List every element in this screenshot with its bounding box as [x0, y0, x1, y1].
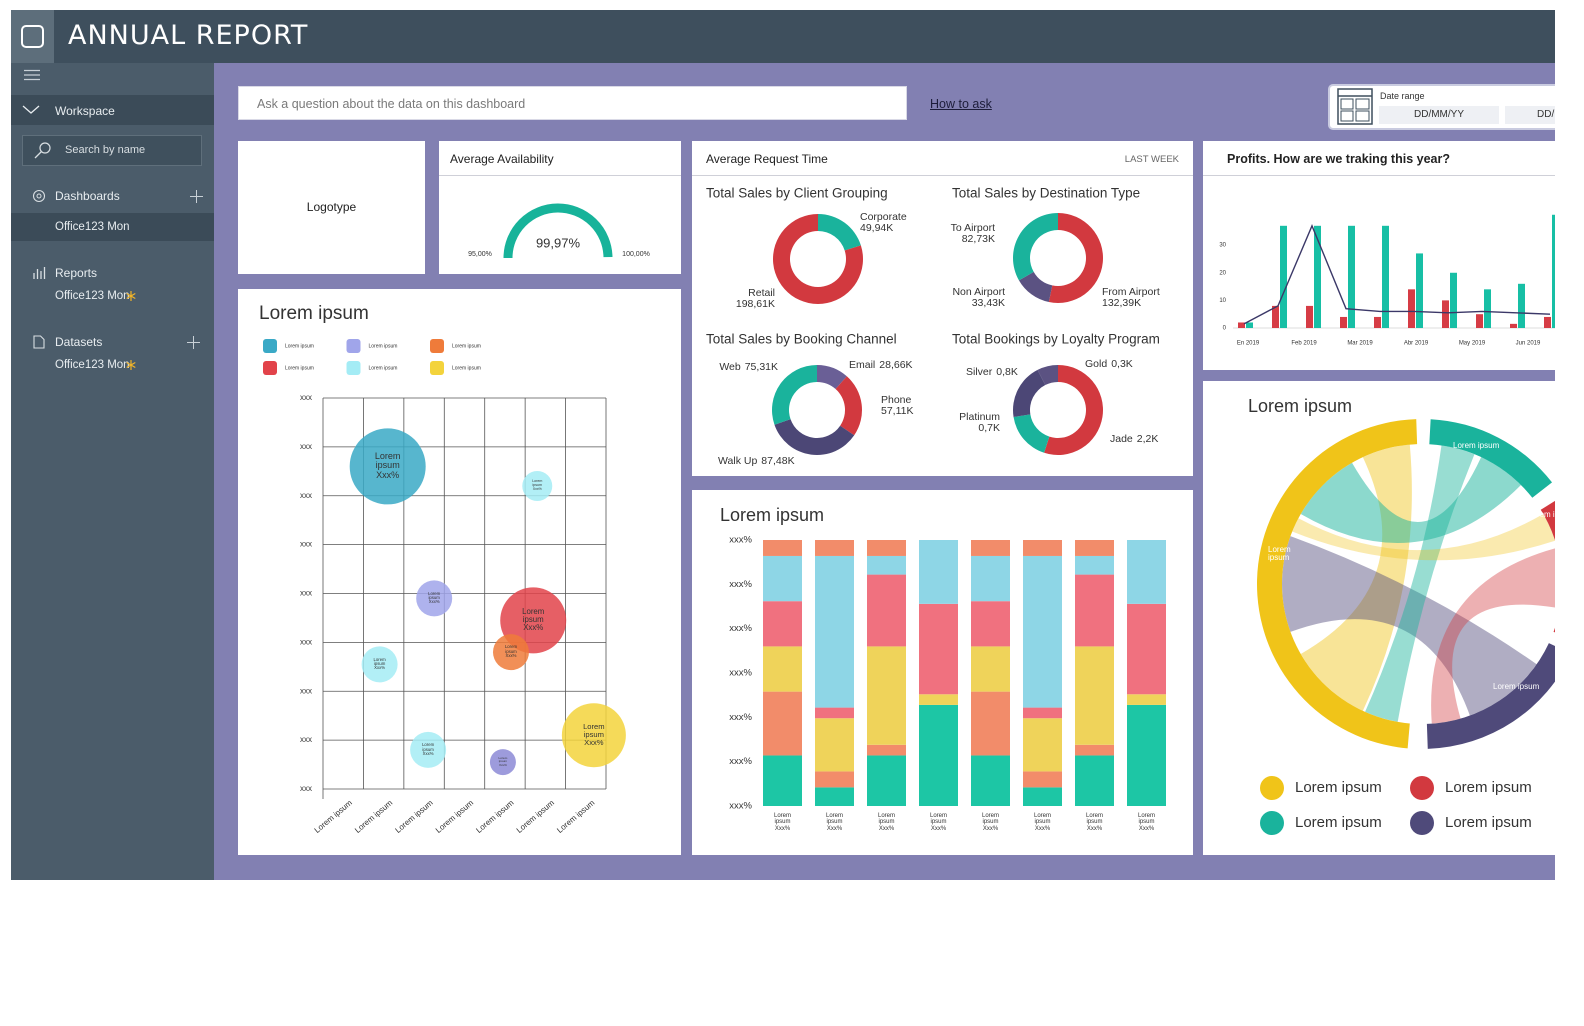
section-item[interactable]: Office123 Mon	[55, 221, 130, 233]
request-time-card	[692, 141, 1193, 476]
workspace-row[interactable]	[11, 95, 214, 125]
add-icon[interactable]	[190, 190, 203, 203]
app: ANNUAL REPORT Workspace Search by name D…	[11, 10, 1555, 880]
bubble-label: Lorem ipsum Xxx%	[583, 722, 605, 748]
card-title: Profits. How are we traking this year?	[1227, 152, 1450, 166]
app-icon[interactable]	[11, 10, 54, 63]
x-tick-label: Lorem ipsum Xxx%	[773, 813, 791, 832]
calendar-icon[interactable]	[1337, 88, 1373, 125]
stacked-card	[692, 490, 1193, 855]
bubble-label: Lorem ipsum Xxx%	[498, 756, 508, 767]
x-tick-label: Lorem ipsum Xxx%	[877, 813, 895, 832]
star-icon	[126, 360, 136, 370]
section-item[interactable]: Office123 Mon	[55, 290, 130, 302]
search-icon	[34, 142, 51, 159]
question-input[interactable]	[238, 86, 907, 120]
add-icon[interactable]	[187, 336, 200, 349]
chord-card	[1203, 381, 1555, 855]
menu-icon[interactable]	[24, 69, 40, 81]
bubble-label: Lorem ipsum Xxx%	[428, 590, 441, 605]
section-item[interactable]: Office123 Mon	[55, 359, 130, 371]
arc-label: Lorem ipsum	[1453, 441, 1500, 450]
search-box[interactable]	[22, 135, 202, 166]
x-tick-label: Lorem ipsum Xxx%	[929, 813, 947, 832]
x-tick-label: Lorem ipsum Xxx%	[981, 813, 999, 832]
bubble-label: Lorem ipsum Xxx%	[422, 742, 435, 756]
arc-label: Lorem ipsum	[1528, 510, 1555, 519]
date-range-label: Date range	[1380, 91, 1425, 101]
selected-row[interactable]	[11, 213, 214, 241]
logo-text: Logotype	[306, 200, 357, 214]
arc-label: Lorem ipsum	[1268, 545, 1291, 563]
workspace-label: Workspace	[55, 104, 115, 118]
bubble-label: Lorem ipsum Xxx%	[373, 656, 386, 671]
header-bar	[11, 10, 1555, 63]
card-period: LAST WEEK	[1124, 154, 1179, 165]
card-divider	[439, 175, 681, 176]
header-title: ANNUAL REPORT	[68, 20, 309, 51]
question-placeholder: Ask a question about the data on this da…	[257, 97, 526, 111]
bubble-label: Lorem ipsum Xxx%	[522, 606, 545, 633]
arc-label: Lorem ipsum	[1493, 682, 1540, 691]
date-from[interactable]: DD/MM/YY	[1379, 106, 1499, 124]
x-tick-label: Lorem ipsum Xxx%	[1137, 813, 1155, 832]
bubble-label: Lorem ipsum Xxx%	[374, 450, 401, 480]
section-label[interactable]: Datasets	[55, 335, 103, 349]
dashboards-icon	[32, 189, 46, 203]
logo-card	[238, 141, 425, 274]
date-to[interactable]: DD/MM/YY	[1505, 106, 1555, 124]
reports-icon	[33, 267, 46, 279]
x-tick-label: Lorem ipsum Xxx%	[1085, 813, 1103, 832]
card-title: Average Request Time	[706, 152, 828, 166]
x-tick-label: Lorem ipsum Xxx%	[825, 813, 843, 832]
x-tick-label: Lorem ipsum Xxx%	[1033, 813, 1051, 832]
bubble-card	[238, 289, 681, 855]
help-link[interactable]: How to ask	[930, 97, 992, 111]
bubble-label: Lorem ipsum Xxx%	[532, 479, 543, 491]
star-icon	[126, 291, 136, 301]
card-divider	[692, 175, 1193, 176]
datasets-icon	[33, 335, 45, 349]
bubble-label: Lorem ipsum Xxx%	[504, 644, 518, 659]
section-label[interactable]: Reports	[55, 266, 98, 280]
sidebar	[11, 63, 214, 880]
card-title: Average Availability	[450, 152, 554, 166]
app-icon-glyph	[21, 25, 44, 48]
section-label[interactable]: Dashboards	[55, 189, 120, 203]
chevron-icon	[22, 105, 40, 114]
search-placeholder: Search by name	[65, 144, 146, 156]
card-divider	[1203, 175, 1555, 176]
